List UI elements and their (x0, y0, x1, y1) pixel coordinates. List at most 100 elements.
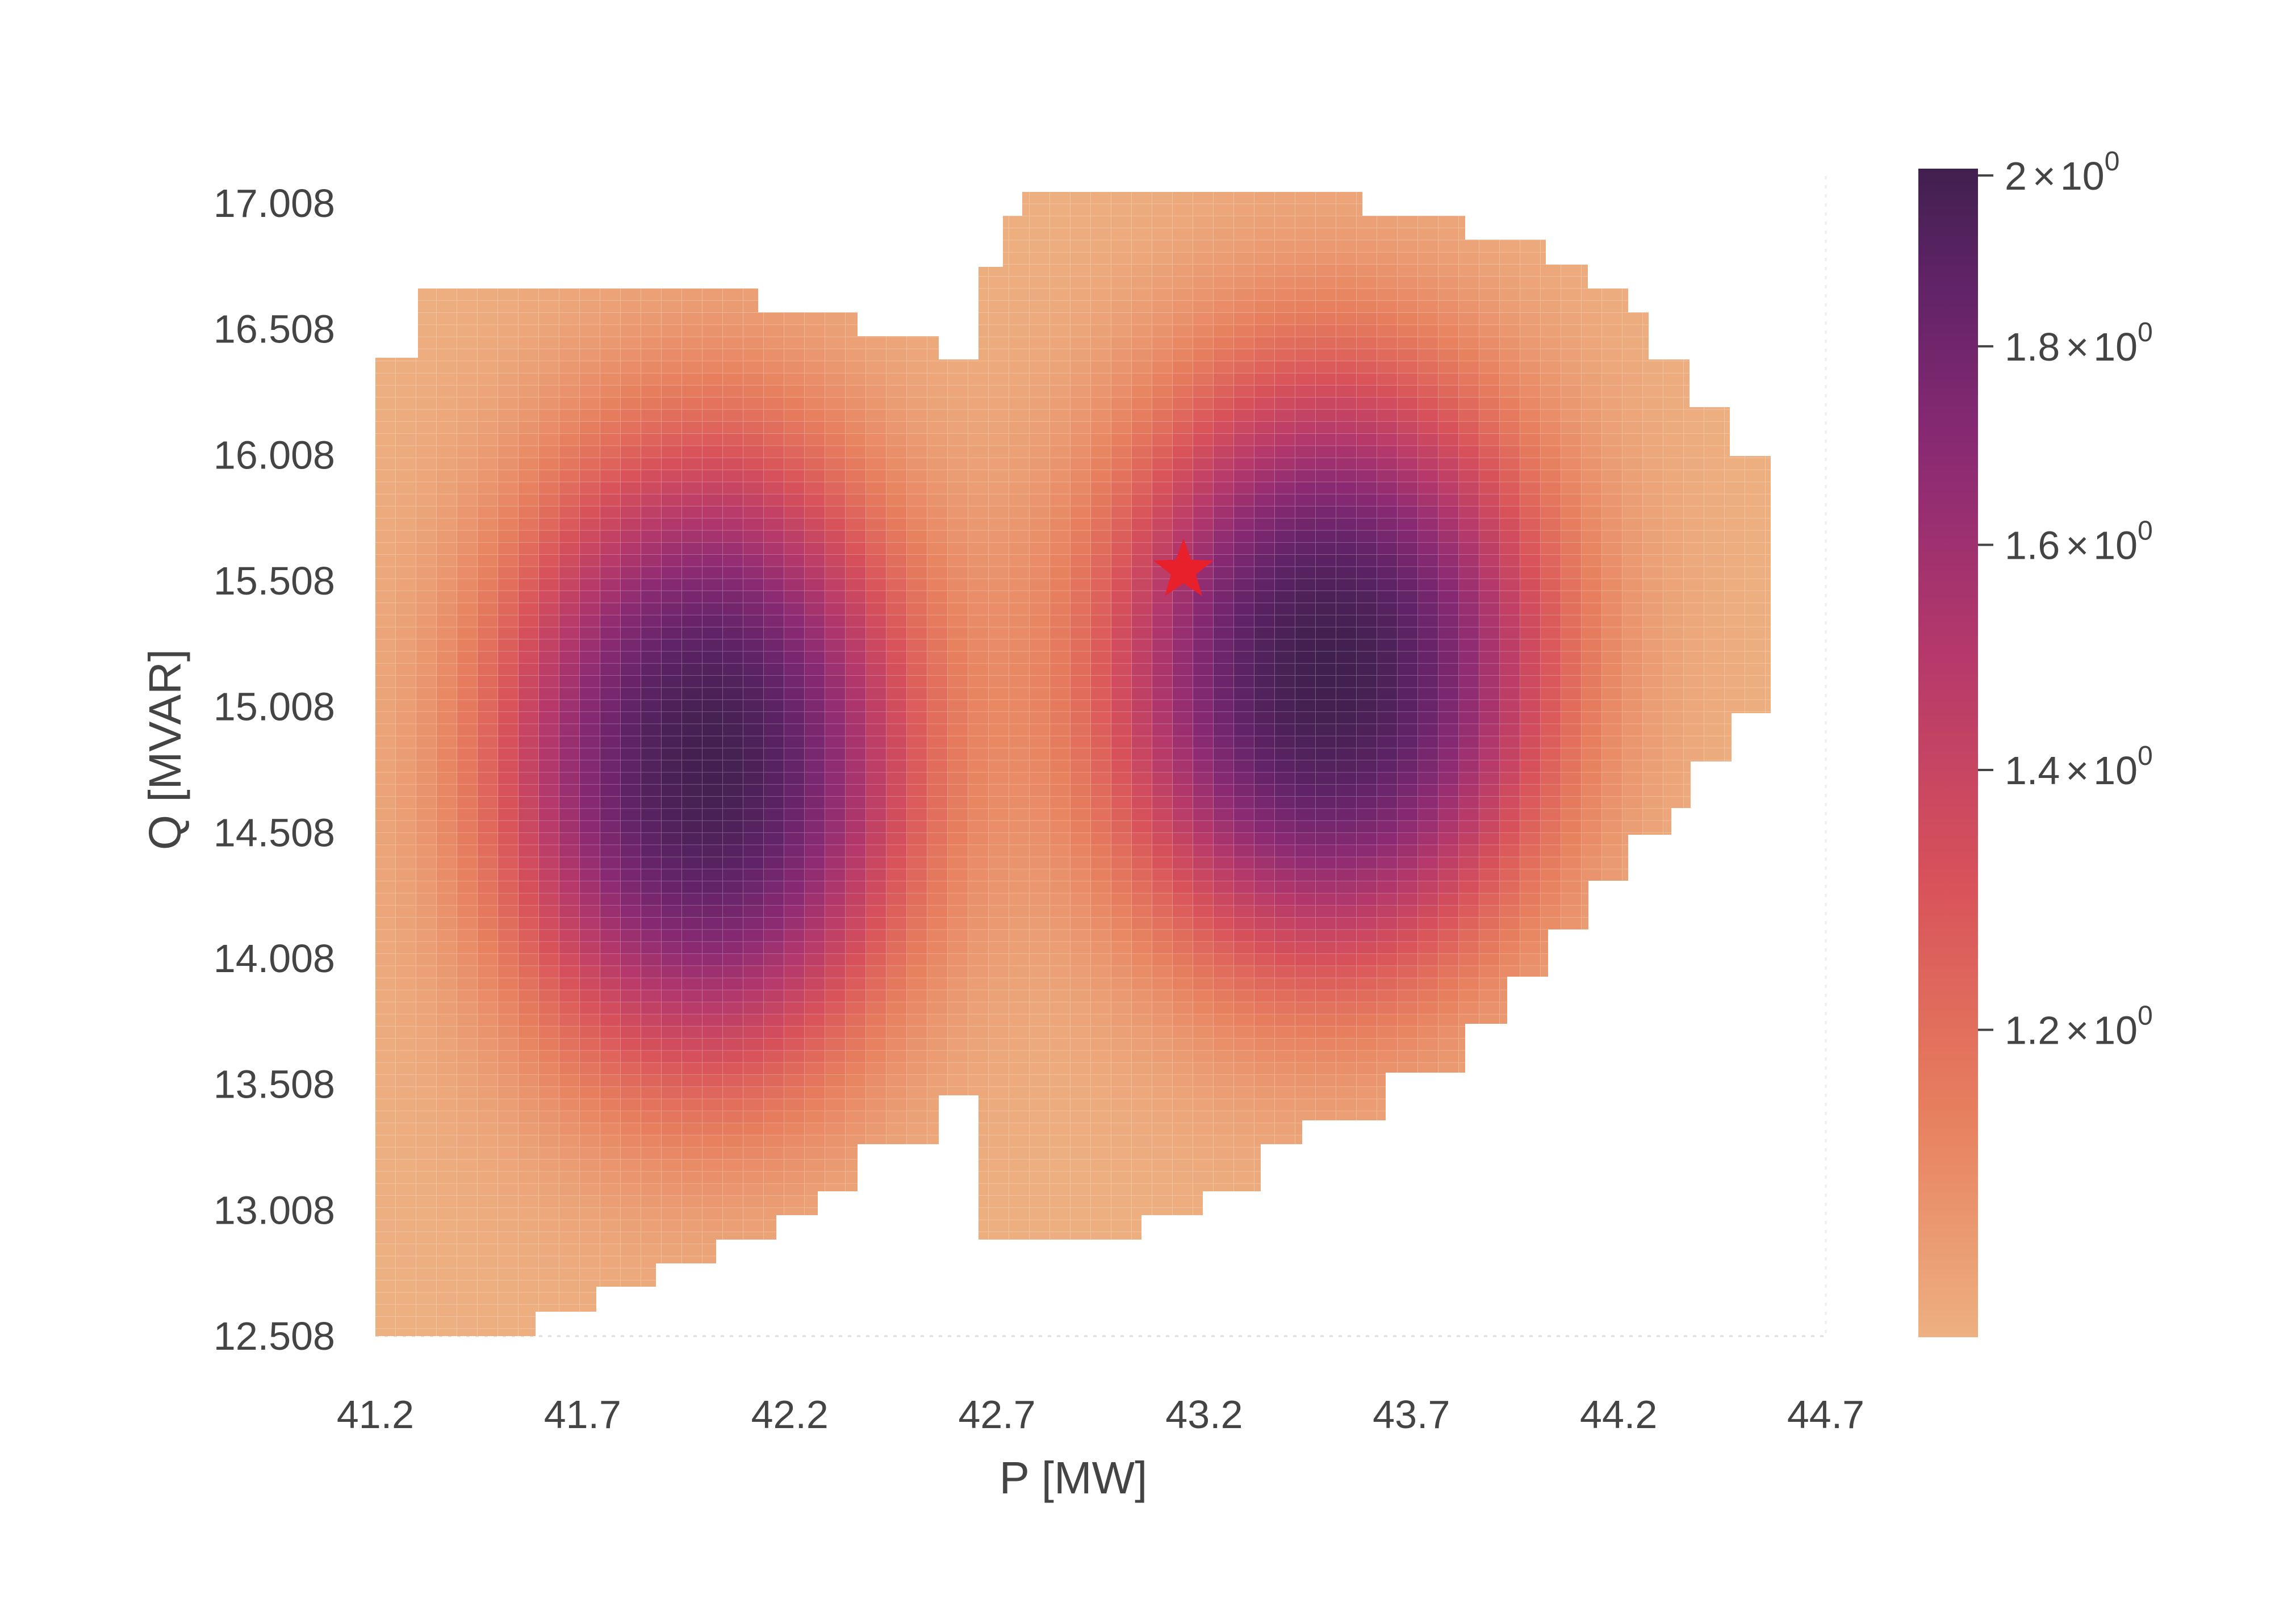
heatmap-cell (1214, 1208, 1235, 1221)
heatmap-cell (825, 192, 846, 205)
heatmap-cell (1398, 1304, 1419, 1317)
heatmap-cell (1193, 1244, 1214, 1257)
heatmap-cell (396, 264, 417, 277)
heatmap-cell (886, 300, 907, 313)
heatmap-cell (1030, 1256, 1051, 1269)
heatmap-cell (1295, 1183, 1316, 1196)
heatmap-cell (641, 1304, 662, 1317)
heatmap-cell (1132, 1256, 1153, 1269)
heatmap-cell (702, 204, 723, 217)
heatmap-cell (702, 277, 723, 290)
heatmap-cell (1009, 1280, 1030, 1294)
heatmap-cell (498, 192, 519, 205)
heatmap-cell (1377, 1183, 1398, 1196)
heatmap-cell (1070, 1256, 1091, 1269)
heatmap-cell (580, 1329, 601, 1336)
heatmap-cell (784, 252, 805, 265)
heatmap-cell (559, 264, 580, 277)
heatmap-cell (989, 1304, 1010, 1317)
heatmap-cell (1214, 1280, 1235, 1294)
heatmap-cell (1398, 1147, 1419, 1160)
heatmap-cell (1316, 1160, 1337, 1173)
heatmap-cell (1336, 1256, 1357, 1269)
heatmap-cell (968, 1292, 989, 1305)
heatmap-cell (1275, 1268, 1296, 1281)
heatmap-cell (600, 216, 621, 229)
heatmap-cell (825, 1316, 846, 1329)
heatmap-cell (1316, 1208, 1337, 1221)
heatmap-cell (478, 240, 499, 253)
heatmap-cell (886, 240, 907, 253)
heatmap-cell (1418, 1135, 1439, 1148)
heatmap-cell (580, 228, 601, 241)
heatmap-cell (825, 216, 846, 229)
heatmap-cell (948, 216, 969, 229)
heatmap-cell (1398, 1183, 1419, 1196)
heatmap-cell (662, 1304, 683, 1317)
heatmap-cell (743, 1244, 764, 1257)
heatmap-cell (1030, 1329, 1051, 1336)
heatmap-cell (437, 216, 458, 229)
heatmap-cell (1050, 1316, 1071, 1329)
heatmap-cell (437, 204, 458, 217)
heatmap-cell (784, 1268, 805, 1281)
heatmap-cell (1377, 204, 1398, 217)
heatmap-cell (1111, 1268, 1132, 1281)
heatmap-cell (478, 216, 499, 229)
heatmap-cell (1418, 1111, 1439, 1124)
heatmap-cell (1418, 1147, 1439, 1160)
heatmap-cell (1070, 1268, 1091, 1281)
heatmap-cell (1111, 1244, 1132, 1257)
heatmap-cell (743, 1292, 764, 1305)
heatmap-cell (1275, 1232, 1296, 1245)
heatmap-cell (600, 192, 621, 205)
heatmap-cell (621, 216, 642, 229)
heatmap-cell (662, 1268, 683, 1281)
heatmap-cell (1111, 1256, 1132, 1269)
heatmap-cell (457, 228, 478, 241)
heatmap-cell (1377, 1280, 1398, 1294)
heatmap-cell (396, 300, 417, 313)
heatmap-cell (927, 1316, 948, 1329)
heatmap-cell (1418, 1099, 1439, 1112)
heatmap-cell (1377, 1123, 1398, 1136)
heatmap-cell (600, 1316, 621, 1329)
heatmap-cell (621, 1304, 642, 1317)
heatmap-cell (948, 1171, 969, 1184)
heatmap-cell (907, 288, 928, 302)
heatmap-cell (1377, 1329, 1398, 1336)
heatmap-cell (1193, 1316, 1214, 1329)
heatmap-cell (1398, 1208, 1419, 1221)
heatmap-cell (723, 240, 744, 253)
heatmap-cell (1377, 1304, 1398, 1317)
heatmap-cell (846, 240, 867, 253)
heatmap-cell (1336, 1280, 1357, 1294)
heatmap-cell (1418, 1171, 1439, 1184)
heatmap-cell (518, 216, 540, 229)
heatmap-cell (682, 252, 703, 265)
heatmap-cell (1193, 1232, 1214, 1245)
heatmap-cell (1398, 1280, 1419, 1294)
heatmap-cell (1377, 1135, 1398, 1148)
heatmap-cell (866, 1256, 887, 1269)
heatmap-cell (948, 1099, 969, 1112)
heatmap-cell (743, 1256, 764, 1269)
heatmap-cell (927, 1268, 948, 1281)
heatmap-cell (846, 1220, 867, 1233)
heatmap-cell (1357, 1256, 1378, 1269)
heatmap-cell (764, 1268, 785, 1281)
heatmap-cell (1357, 1147, 1378, 1160)
heatmap-cell (784, 277, 805, 290)
heatmap-cell (1418, 1280, 1439, 1294)
heatmap-cell (927, 300, 948, 313)
heatmap-cell (805, 228, 826, 241)
heatmap-cell (1316, 1220, 1337, 1233)
heatmap-cell (886, 1220, 907, 1233)
heatmap-cell (805, 1232, 826, 1245)
heatmap-cell (886, 325, 907, 338)
heatmap-cell (866, 1208, 887, 1221)
heatmap-cell (600, 264, 621, 277)
heatmap-cell (886, 1232, 907, 1245)
heatmap-cell (866, 1171, 887, 1184)
heatmap-cell (1357, 1208, 1378, 1221)
